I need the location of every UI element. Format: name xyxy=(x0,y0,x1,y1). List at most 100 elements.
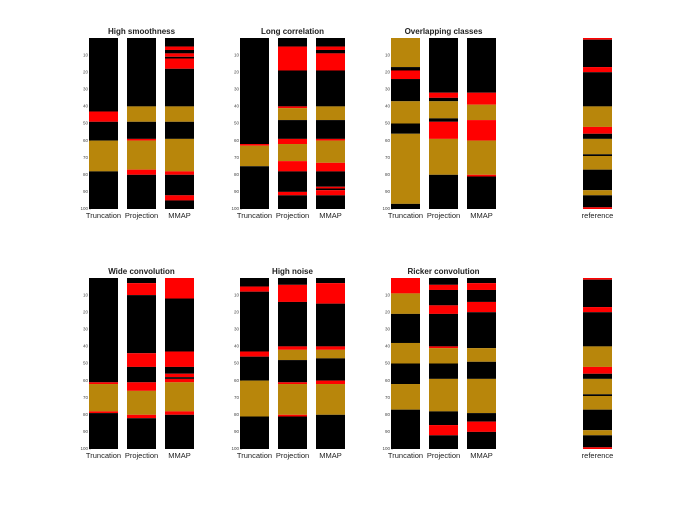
segment xyxy=(278,346,307,350)
segment xyxy=(583,278,612,280)
y-tick-label: 100 xyxy=(231,446,239,451)
column-label: Projection xyxy=(125,211,158,220)
segment xyxy=(316,140,345,163)
segment xyxy=(165,58,194,69)
y-tick-label: 10 xyxy=(385,52,391,57)
segment xyxy=(316,53,345,71)
y-tick-label: 90 xyxy=(385,189,391,194)
column-label: Truncation xyxy=(86,451,121,460)
y-tick-label: 30 xyxy=(83,86,89,91)
segment xyxy=(316,49,345,54)
segment xyxy=(165,171,194,175)
segment xyxy=(240,278,269,287)
y-tick-label: 80 xyxy=(234,412,240,417)
segment xyxy=(583,154,612,156)
segment xyxy=(467,174,496,177)
segment xyxy=(127,38,156,107)
segment xyxy=(583,373,612,379)
column-label: Projection xyxy=(276,451,309,460)
segment xyxy=(127,414,156,419)
y-tick-label: 40 xyxy=(234,104,240,109)
segment xyxy=(467,283,496,290)
segment xyxy=(467,92,496,105)
segment xyxy=(583,366,612,374)
segment xyxy=(278,278,307,285)
y-tick-label: 60 xyxy=(385,138,391,143)
segment xyxy=(89,171,118,209)
segment xyxy=(240,144,269,146)
segment xyxy=(429,284,458,290)
y-tick-label: 100 xyxy=(382,446,390,451)
segment xyxy=(316,120,345,139)
segment xyxy=(127,353,156,367)
column-label: MMAP xyxy=(470,211,493,220)
segment xyxy=(391,79,420,102)
segment xyxy=(89,111,118,122)
y-tick-label: 100 xyxy=(80,446,88,451)
segment xyxy=(165,138,194,172)
y-tick-label: 90 xyxy=(385,429,391,434)
segment xyxy=(127,278,156,284)
y-tick-label: 10 xyxy=(234,292,240,297)
segment xyxy=(391,70,420,80)
y-tick-label: 50 xyxy=(83,361,89,366)
segment xyxy=(316,38,345,47)
segment xyxy=(240,416,269,449)
segment xyxy=(316,190,345,196)
y-tick-label: 20 xyxy=(83,309,89,314)
segment xyxy=(467,421,496,432)
segment xyxy=(467,140,496,175)
segment xyxy=(240,351,269,357)
segment xyxy=(429,313,458,347)
y-tick-label: 30 xyxy=(385,326,391,331)
segment xyxy=(127,382,156,391)
y-tick-label: 10 xyxy=(83,52,89,57)
panel-title: Overlapping classes xyxy=(405,27,483,36)
segment xyxy=(429,411,458,426)
segment xyxy=(429,174,458,209)
segment xyxy=(316,188,345,191)
segment xyxy=(583,312,612,347)
segment xyxy=(316,138,345,141)
segment xyxy=(127,140,156,170)
segment xyxy=(391,67,420,71)
segment xyxy=(467,176,496,209)
column-label: MMAP xyxy=(470,451,493,460)
segment xyxy=(165,106,194,122)
segment xyxy=(391,409,420,449)
segment xyxy=(240,166,269,209)
segment xyxy=(89,384,118,412)
y-tick-label: 60 xyxy=(83,378,89,383)
segment xyxy=(316,358,345,381)
segment xyxy=(583,447,612,449)
y-tick-label: 20 xyxy=(234,69,240,74)
segment xyxy=(583,190,612,196)
y-tick-label: 10 xyxy=(385,292,391,297)
panel-title: Wide convolution xyxy=(108,267,175,276)
segment xyxy=(391,133,420,204)
column-label: Truncation xyxy=(388,211,423,220)
segment xyxy=(429,278,458,285)
y-tick-label: 50 xyxy=(385,361,391,366)
y-tick-label: 60 xyxy=(385,378,391,383)
column-label: Projection xyxy=(276,211,309,220)
segment xyxy=(127,283,156,296)
segment xyxy=(278,120,307,139)
segment xyxy=(583,307,612,313)
segment xyxy=(316,70,345,107)
segment xyxy=(583,106,612,127)
y-tick-label: 40 xyxy=(385,344,391,349)
segment xyxy=(429,425,458,436)
segment xyxy=(165,38,194,47)
y-tick-label: 80 xyxy=(385,172,391,177)
segment xyxy=(391,293,420,314)
y-tick-label: 20 xyxy=(234,309,240,314)
segment xyxy=(583,279,612,308)
segment xyxy=(467,278,496,284)
segment xyxy=(127,366,156,383)
segment xyxy=(165,200,194,209)
y-tick-label: 60 xyxy=(83,138,89,143)
segment xyxy=(583,409,612,431)
segment xyxy=(89,413,118,449)
